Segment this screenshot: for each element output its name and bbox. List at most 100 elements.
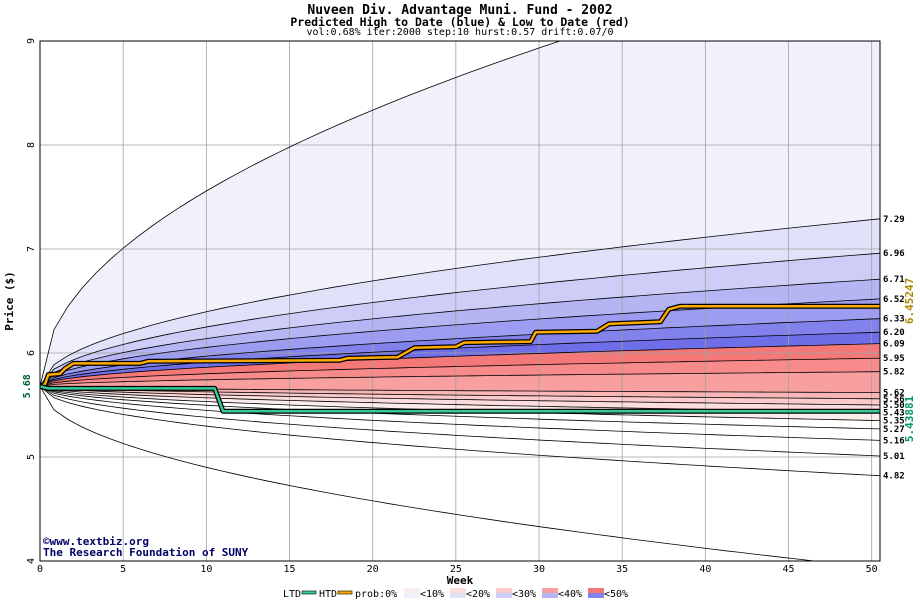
legend-bin-swatch bbox=[542, 588, 558, 593]
band-boundary-line bbox=[40, 385, 880, 457]
probability-band bbox=[40, 386, 880, 413]
band-end-label: 6.33 bbox=[883, 315, 905, 325]
band-boundary-line bbox=[40, 278, 880, 387]
y-axis-label: Price ($) bbox=[3, 271, 16, 331]
band-end-label: 5.50 bbox=[883, 401, 905, 411]
plot-area bbox=[40, 41, 880, 561]
band-end-label: 5.43 bbox=[883, 408, 905, 418]
probability-band bbox=[40, 386, 880, 561]
probability-band bbox=[40, 386, 880, 405]
band-end-label: 5.35 bbox=[883, 417, 905, 427]
x-tick-label: 50 bbox=[866, 564, 878, 575]
probability-band bbox=[40, 332, 880, 387]
band-end-label: 5.01 bbox=[883, 452, 905, 462]
legend-bin-swatch bbox=[404, 593, 420, 598]
y-tick-label: 7 bbox=[26, 246, 37, 252]
x-tick-label: 15 bbox=[283, 564, 295, 575]
band-end-label: 4.82 bbox=[883, 472, 905, 482]
probability-band bbox=[40, 279, 880, 387]
band-boundary-line bbox=[40, 385, 880, 406]
probability-band bbox=[40, 318, 880, 387]
legend-bin-label: <30% bbox=[512, 589, 536, 600]
probability-band bbox=[40, 386, 880, 429]
band-boundary-line bbox=[40, 343, 880, 387]
x-tick-label: 0 bbox=[37, 564, 43, 575]
htd-final-label: 6.45247 bbox=[903, 278, 916, 324]
band-boundary-line bbox=[40, 385, 880, 441]
probability-band bbox=[40, 218, 880, 387]
x-tick-label: 30 bbox=[533, 564, 545, 575]
band-end-label: 5.62 bbox=[883, 389, 905, 399]
legend: LTD HTD prob:0% <10% <20% <30% <40% <50% bbox=[283, 588, 628, 600]
ltd-final-label: 5.43881 bbox=[903, 395, 916, 442]
probability-band bbox=[40, 386, 880, 456]
y-tick-label: 8 bbox=[26, 142, 37, 148]
start-price-label: 5.68 bbox=[22, 374, 33, 398]
probability-band bbox=[40, 358, 880, 387]
legend-prob-label: prob:0% bbox=[355, 589, 397, 600]
probability-band bbox=[40, 371, 880, 393]
band-boundary-line bbox=[40, 385, 880, 400]
band-boundary-line bbox=[40, 331, 880, 387]
band-end-label: 6.71 bbox=[883, 275, 905, 285]
band-end-label: 5.16 bbox=[883, 436, 905, 446]
legend-bin-label: <20% bbox=[466, 589, 490, 600]
legend-bin-label: <50% bbox=[604, 589, 628, 600]
chart-parameters: vol:0.68% iter:2000 step:10 hurst:0.57 d… bbox=[306, 27, 614, 38]
band-end-label: 6.09 bbox=[883, 340, 905, 350]
band-end-label: 7.29 bbox=[883, 215, 905, 225]
legend-bin-swatch bbox=[404, 588, 420, 593]
plot-frame bbox=[39, 40, 881, 562]
band-boundary-line bbox=[40, 386, 818, 561]
legend-ltd-label: LTD bbox=[283, 589, 301, 600]
band-end-label: 6.20 bbox=[883, 328, 905, 338]
legend-bin-swatch bbox=[588, 588, 604, 593]
probability-band bbox=[40, 343, 880, 387]
legend-bin-swatch bbox=[542, 593, 558, 598]
legend-bin-swatch bbox=[496, 588, 512, 593]
band-boundary-line bbox=[40, 41, 562, 387]
y-tick-label: 4 bbox=[26, 558, 37, 564]
credit-org: The Research Foundation of SUNY bbox=[43, 546, 249, 559]
band-end-label: 5.27 bbox=[883, 425, 905, 435]
x-tick-label: 20 bbox=[367, 564, 379, 575]
probability-band bbox=[40, 298, 880, 387]
band-boundary-line bbox=[40, 371, 880, 387]
htd-line bbox=[40, 304, 880, 388]
band-boundary-line bbox=[40, 357, 880, 387]
x-axis-label: Week bbox=[447, 574, 474, 587]
band-boundary-line bbox=[40, 218, 880, 387]
legend-bin-label: <10% bbox=[420, 589, 444, 600]
legend-htd-label: HTD bbox=[319, 589, 337, 600]
legend-bin-swatch bbox=[588, 593, 604, 598]
probability-band bbox=[40, 386, 880, 441]
ltd-line bbox=[40, 385, 880, 413]
x-tick-label: 35 bbox=[616, 564, 628, 575]
legend-htd-swatch bbox=[337, 590, 353, 595]
legend-ltd-swatch bbox=[301, 590, 317, 595]
band-end-label: 6.96 bbox=[883, 249, 905, 259]
legend-bin-swatch bbox=[450, 588, 466, 593]
legend-bin-swatch bbox=[450, 593, 466, 598]
probability-band bbox=[40, 253, 880, 387]
legend-bin-label: <40% bbox=[558, 589, 582, 600]
y-tick-label: 5 bbox=[26, 454, 37, 460]
probability-band bbox=[40, 386, 880, 476]
chart-title: Nuveen Div. Advantage Muni. Fund - 2002 bbox=[307, 3, 613, 18]
x-tick-label: 45 bbox=[782, 564, 794, 575]
band-boundary-line bbox=[40, 385, 880, 477]
x-tick-label: 25 bbox=[450, 564, 462, 575]
band-end-label: 5.82 bbox=[883, 368, 905, 378]
band-boundary-line bbox=[40, 385, 880, 430]
chart-subtitle: Predicted High to Date (blue) & Low to D… bbox=[290, 15, 630, 29]
x-tick-label: 10 bbox=[200, 564, 212, 575]
band-end-label: 5.95 bbox=[883, 354, 905, 364]
x-tick-label: 40 bbox=[699, 564, 711, 575]
y-tick-label: 6 bbox=[26, 350, 37, 356]
band-end-label: 6.52 bbox=[883, 295, 905, 305]
y-tick-label: 9 bbox=[26, 38, 37, 44]
band-boundary-line bbox=[40, 252, 880, 387]
legend-bin-swatch bbox=[496, 593, 512, 598]
band-end-label: 5.56 bbox=[883, 395, 905, 405]
